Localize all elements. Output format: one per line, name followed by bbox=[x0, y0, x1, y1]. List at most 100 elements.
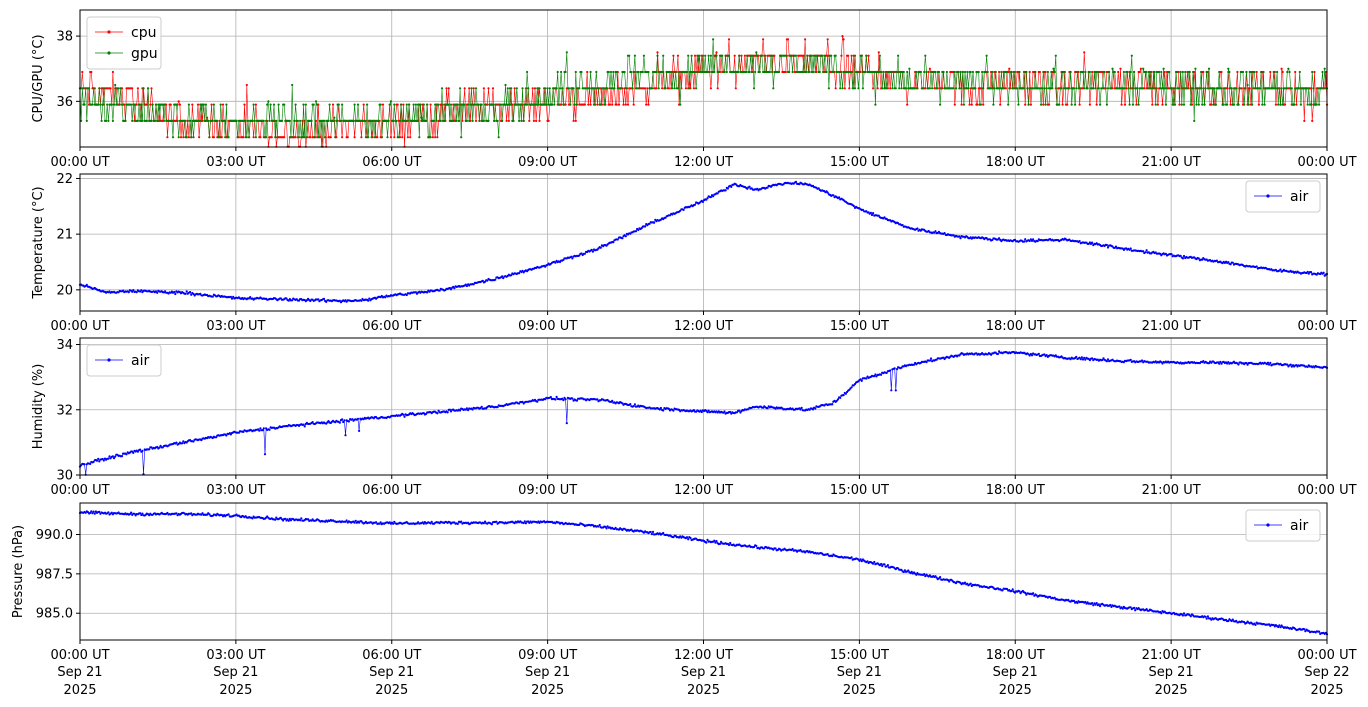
data-point bbox=[589, 103, 592, 106]
data-point bbox=[1190, 87, 1194, 90]
data-point bbox=[230, 297, 234, 300]
data-point bbox=[740, 54, 743, 57]
data-point bbox=[316, 103, 319, 106]
data-point bbox=[434, 136, 437, 139]
data-point bbox=[922, 87, 925, 90]
data-point bbox=[1227, 261, 1230, 264]
data-point bbox=[447, 87, 450, 90]
data-point bbox=[826, 54, 829, 57]
data-point bbox=[567, 87, 571, 90]
data-point bbox=[672, 70, 675, 74]
data-point bbox=[952, 87, 955, 90]
data-point bbox=[388, 103, 391, 106]
data-point bbox=[1060, 87, 1063, 90]
data-point bbox=[192, 136, 195, 139]
data-point bbox=[996, 352, 1000, 356]
data-point bbox=[940, 87, 943, 90]
data-point bbox=[1203, 103, 1206, 106]
data-point bbox=[196, 103, 200, 106]
data-point bbox=[725, 70, 728, 74]
data-point bbox=[555, 87, 558, 90]
data-point bbox=[1045, 87, 1048, 90]
data-point bbox=[1244, 87, 1247, 90]
data-point bbox=[713, 70, 716, 74]
data-point bbox=[710, 70, 714, 74]
data-point bbox=[1295, 103, 1298, 106]
data-point bbox=[766, 407, 769, 410]
data-point bbox=[700, 54, 703, 57]
data-point bbox=[252, 103, 255, 106]
data-point bbox=[1192, 70, 1195, 74]
data-point bbox=[876, 87, 879, 90]
data-point bbox=[985, 54, 988, 57]
data-point bbox=[1198, 87, 1201, 90]
data-point bbox=[617, 103, 621, 106]
data-point bbox=[1007, 103, 1010, 106]
data-point bbox=[895, 368, 899, 371]
data-point bbox=[1145, 249, 1148, 252]
data-point bbox=[852, 204, 855, 208]
data-point bbox=[457, 119, 461, 122]
data-point bbox=[1193, 119, 1196, 122]
data-point bbox=[309, 136, 312, 139]
data-point bbox=[814, 407, 817, 410]
x-tick-label: 18:00 UT bbox=[986, 155, 1045, 170]
data-point bbox=[842, 38, 845, 41]
data-point bbox=[763, 70, 766, 74]
data-point bbox=[634, 87, 638, 90]
data-point bbox=[637, 70, 640, 74]
legend-label-air: air bbox=[131, 353, 149, 369]
x-tick-label: 21:00 UT bbox=[1142, 319, 1201, 334]
data-point bbox=[1128, 103, 1131, 106]
data-point bbox=[1172, 87, 1175, 90]
data-point bbox=[124, 119, 127, 122]
data-point bbox=[715, 51, 718, 54]
data-point bbox=[329, 136, 332, 139]
data-point bbox=[460, 136, 463, 139]
data-point bbox=[1135, 103, 1138, 106]
data-point bbox=[108, 455, 111, 458]
data-point bbox=[1313, 70, 1316, 74]
legend: air bbox=[86, 344, 162, 377]
data-point bbox=[338, 421, 341, 424]
data-point bbox=[762, 38, 765, 41]
data-point bbox=[1281, 70, 1284, 74]
data-point bbox=[122, 289, 125, 292]
data-point bbox=[448, 119, 451, 122]
data-point bbox=[535, 119, 538, 122]
data-point bbox=[265, 136, 268, 139]
data-point bbox=[251, 119, 254, 122]
data-point bbox=[486, 279, 489, 282]
data-point bbox=[632, 70, 635, 74]
data-point bbox=[966, 70, 969, 74]
data-point bbox=[1164, 252, 1167, 255]
y-tick-label: 36 bbox=[56, 95, 73, 110]
data-point bbox=[655, 70, 658, 74]
data-point bbox=[1247, 103, 1250, 106]
data-point bbox=[429, 136, 432, 139]
data-point bbox=[141, 449, 144, 452]
data-point bbox=[402, 413, 405, 416]
data-point bbox=[826, 38, 829, 41]
data-point bbox=[1017, 103, 1020, 106]
data-point bbox=[1180, 103, 1183, 106]
data-point bbox=[1163, 70, 1166, 74]
data-point bbox=[1290, 87, 1293, 90]
data-point bbox=[727, 54, 731, 57]
data-point bbox=[227, 513, 230, 516]
data-point bbox=[83, 463, 86, 466]
data-point bbox=[434, 103, 437, 106]
data-point bbox=[338, 299, 341, 302]
data-point bbox=[1081, 70, 1085, 74]
data-point bbox=[554, 398, 557, 401]
y-axis-label: CPU/GPU (°C) bbox=[31, 34, 46, 122]
data-point bbox=[335, 119, 338, 122]
data-point bbox=[449, 103, 453, 106]
data-point bbox=[745, 70, 748, 74]
data-point bbox=[818, 70, 821, 74]
data-point bbox=[838, 196, 841, 199]
data-point bbox=[743, 54, 747, 57]
data-point bbox=[1070, 103, 1073, 106]
